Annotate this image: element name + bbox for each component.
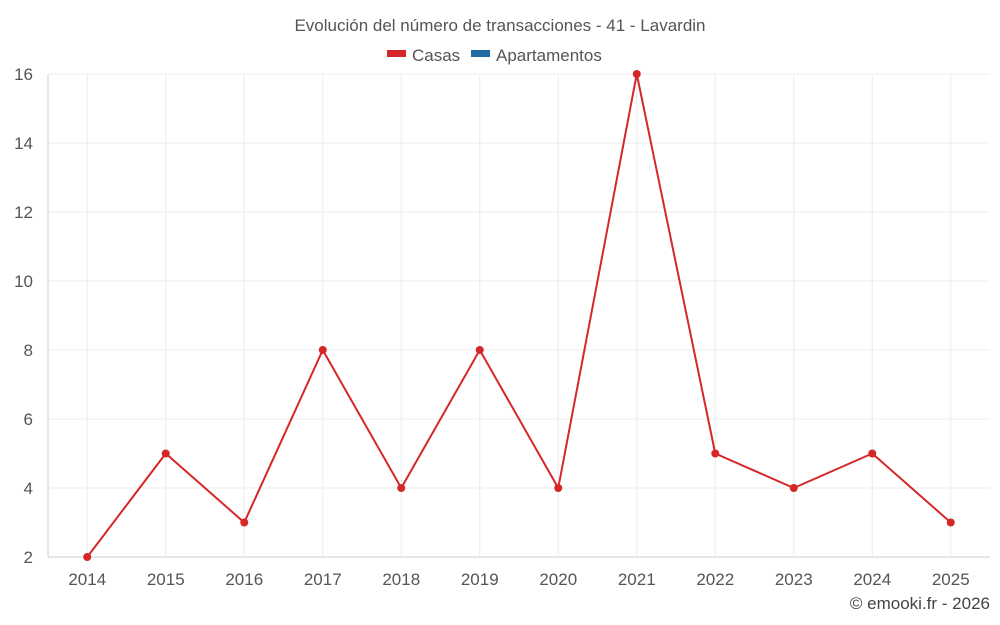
- data-point-casas-2020[interactable]: [554, 484, 563, 492]
- legend-label-casas: Casas: [412, 46, 460, 65]
- x-tick-label-2025: 2025: [932, 570, 970, 589]
- legend: Casas Apartamentos: [387, 46, 602, 65]
- x-axis-tick-labels: 2014 2015 2016 2017 2018 2019 2020 2021 2022 2023…: [68, 570, 969, 589]
- data-point-casas-2021[interactable]: [632, 70, 641, 78]
- data-point-casas-2025[interactable]: [946, 518, 955, 527]
- data-point-casas-2019[interactable]: [475, 346, 484, 354]
- data-point-casas-2014[interactable]: [83, 553, 92, 561]
- y-tick-label-6: 6: [24, 410, 33, 429]
- axes: [47, 74, 990, 558]
- x-tick-label-2024: 2024: [853, 570, 891, 589]
- x-tick-label-2016: 2016: [225, 570, 263, 589]
- gridlines: [48, 73, 990, 558]
- series-line-casas: [86, 73, 952, 558]
- data-point-casas-2024[interactable]: [868, 449, 877, 458]
- legend-swatch-casas: [387, 50, 406, 57]
- legend-label-apartamentos: Apartamentos: [496, 46, 602, 65]
- legend-swatch-apartamentos: [471, 50, 490, 57]
- x-tick-label-2021: 2021: [618, 570, 656, 589]
- y-tick-label-14: 14: [14, 134, 33, 153]
- y-tick-label-2: 2: [24, 548, 33, 567]
- data-point-casas-2017[interactable]: [318, 346, 327, 354]
- y-tick-label-8: 8: [24, 341, 33, 360]
- credit-text: © emooki.fr - 2026: [850, 594, 990, 613]
- data-point-casas-2022[interactable]: [711, 449, 720, 458]
- x-tick-label-2014: 2014: [68, 570, 106, 589]
- x-tick-label-2018: 2018: [382, 570, 420, 589]
- series-casas: [83, 70, 955, 561]
- y-tick-label-12: 12: [14, 203, 33, 222]
- data-point-casas-2023[interactable]: [789, 484, 798, 492]
- y-tick-label-10: 10: [14, 272, 33, 291]
- data-point-casas-2015[interactable]: [161, 449, 170, 458]
- x-tick-label-2023: 2023: [775, 570, 813, 589]
- y-axis-tick-labels: 2 4 6 8 10 12 14 16: [14, 65, 33, 567]
- x-tick-label-2015: 2015: [147, 570, 185, 589]
- x-tick-label-2017: 2017: [304, 570, 342, 589]
- y-tick-label-16: 16: [14, 65, 33, 84]
- x-tick-label-2022: 2022: [696, 570, 734, 589]
- chart-title: Evolución del número de transacciones - …: [294, 16, 705, 35]
- x-tick-label-2020: 2020: [539, 570, 577, 589]
- x-tick-label-2019: 2019: [461, 570, 499, 589]
- data-point-casas-2016[interactable]: [240, 518, 249, 527]
- y-tick-label-4: 4: [24, 479, 33, 498]
- data-point-casas-2018[interactable]: [397, 484, 406, 492]
